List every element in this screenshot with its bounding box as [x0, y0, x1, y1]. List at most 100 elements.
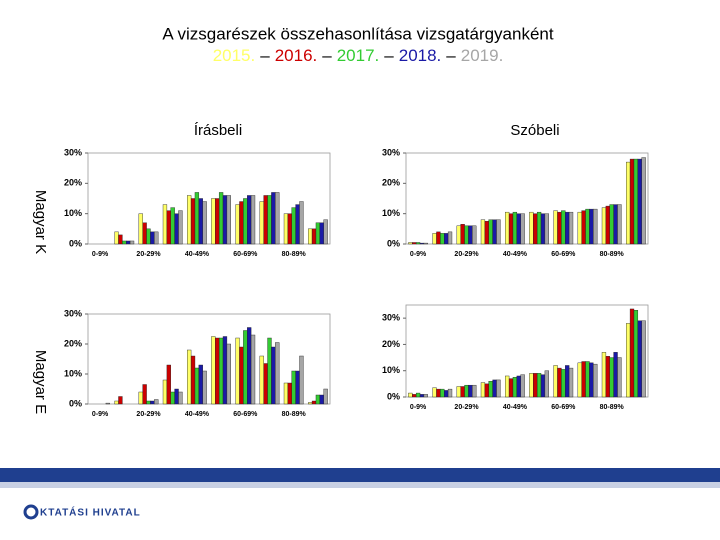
bar: [275, 192, 280, 245]
bar: [456, 225, 461, 245]
x-tick-label: 80-89%: [600, 404, 625, 411]
bar: [247, 195, 252, 245]
bar: [247, 327, 252, 405]
bar: [577, 362, 582, 398]
bar: [629, 158, 635, 245]
bar: [226, 343, 231, 405]
bar: [271, 346, 276, 405]
bar: [412, 242, 417, 245]
bar: [194, 192, 200, 245]
x-tick-label: 60-69%: [551, 404, 576, 411]
y-tick-label: 0%: [69, 238, 82, 248]
bar: [468, 225, 473, 245]
bar: [170, 391, 175, 405]
bar: [505, 211, 510, 245]
y-tick-label: 20%: [382, 339, 400, 349]
bar: [565, 211, 570, 245]
separator: –: [446, 46, 456, 65]
bar: [488, 381, 493, 398]
bar: [150, 231, 155, 245]
x-tick-label: 0-9%: [92, 251, 109, 258]
bar: [178, 210, 183, 245]
bar: [150, 400, 155, 405]
bar: [138, 391, 143, 405]
bar: [629, 308, 635, 398]
x-tick-label: 80-89%: [600, 251, 625, 258]
bar: [447, 388, 453, 398]
bar: [154, 399, 159, 405]
x-tick-label: 40-49%: [185, 251, 210, 258]
bar: [311, 400, 317, 405]
bar: [561, 369, 566, 398]
bar: [626, 161, 631, 245]
y-tick-label: 0%: [387, 238, 400, 248]
bar: [472, 384, 477, 398]
bar: [267, 337, 272, 405]
legend-entry: 2015.: [213, 46, 256, 65]
bar: [637, 158, 642, 245]
y-tick-label: 30%: [64, 308, 82, 318]
bar: [295, 370, 300, 405]
bar: [593, 363, 598, 398]
separator: –: [260, 46, 270, 65]
bar: [593, 208, 598, 245]
legend-entry: 2018.: [399, 46, 442, 65]
bar: [122, 240, 127, 245]
y-tick-label: 20%: [64, 178, 82, 188]
bar: [568, 367, 574, 398]
bar: [218, 192, 224, 245]
bar: [533, 213, 538, 245]
bar: [415, 392, 421, 398]
bar: [114, 231, 119, 245]
footer-band: [0, 468, 720, 482]
bar: [295, 204, 300, 245]
bar: [218, 337, 224, 405]
bar: [464, 225, 469, 245]
bar: [226, 195, 231, 245]
bar: [215, 198, 220, 245]
bar: [408, 242, 413, 245]
bar: [553, 210, 558, 245]
bar: [544, 213, 549, 245]
x-tick-label: 0-9%: [92, 411, 109, 418]
legend-entry: 2019.: [461, 46, 504, 65]
year-legend: 2015. –2016. –2017. –2018. –2019.: [213, 46, 504, 65]
bar: [626, 323, 631, 398]
bar: [287, 382, 292, 405]
bar: [613, 204, 618, 245]
bar: [129, 240, 135, 245]
bar: [170, 207, 175, 245]
y-tick-label: 10%: [382, 208, 400, 218]
bar: [239, 201, 244, 245]
bar: [565, 365, 570, 398]
bar: [138, 213, 143, 245]
bar: [243, 330, 248, 405]
bar: [419, 242, 425, 245]
bar: [472, 225, 477, 245]
bar: [601, 352, 607, 398]
bar: [423, 242, 428, 245]
bar: [609, 357, 614, 398]
x-tick-label: 80-89%: [282, 411, 307, 418]
bar: [536, 211, 542, 245]
y-tick-label: 30%: [64, 147, 82, 157]
bar: [311, 228, 317, 245]
bar: [540, 213, 546, 245]
bar: [250, 195, 256, 245]
x-tick-label: 60-69%: [551, 251, 576, 258]
bar: [423, 394, 428, 398]
bar: [633, 158, 639, 245]
separator: –: [322, 46, 332, 65]
bar: [222, 195, 228, 245]
bar: [581, 210, 586, 245]
x-tick-label: 20-29%: [136, 251, 161, 258]
bar: [419, 394, 425, 398]
footer-shade: [0, 482, 720, 488]
bar: [605, 356, 610, 398]
y-tick-label: 30%: [382, 147, 400, 157]
bar: [460, 386, 465, 398]
bar: [187, 195, 192, 245]
x-tick-label: 60-69%: [233, 411, 258, 418]
bar: [315, 394, 321, 405]
bar: [166, 210, 171, 245]
